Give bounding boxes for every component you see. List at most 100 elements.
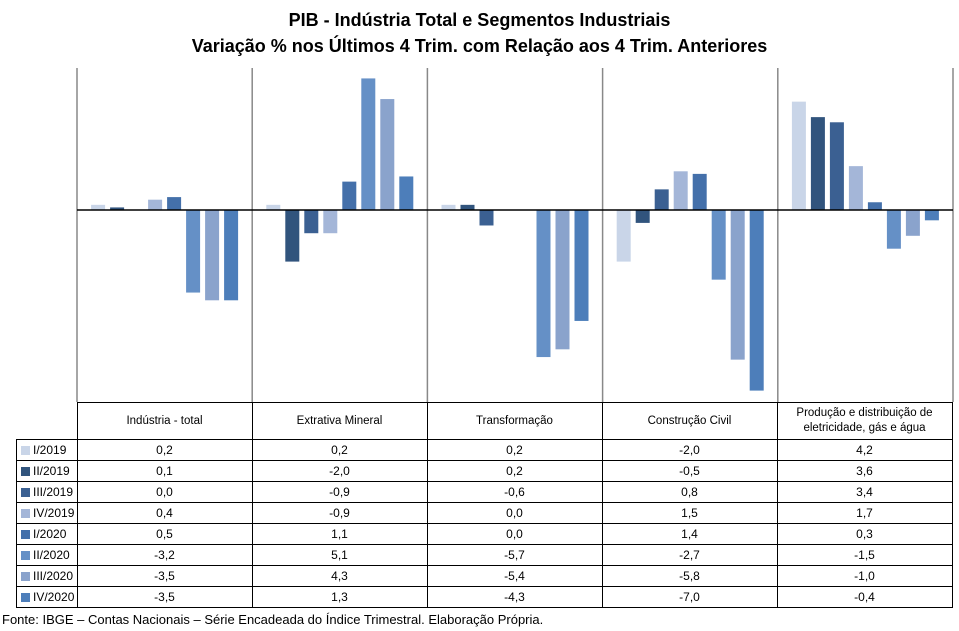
table-cell: -3,5 bbox=[76, 586, 253, 608]
legend-entry: I/2020 bbox=[16, 523, 78, 545]
legend-entry: III/2019 bbox=[16, 481, 78, 503]
bar-i-2019 bbox=[441, 204, 456, 210]
table-row: I/2019 0,2 0,2 0,2 -2,0 4,2 bbox=[16, 439, 953, 461]
table-cell: -0,5 bbox=[601, 460, 778, 482]
table-cell: 4,2 bbox=[776, 439, 953, 461]
table-cell: -5,8 bbox=[601, 565, 778, 587]
legend-swatch-icon bbox=[21, 467, 30, 476]
legend-label: I/2020 bbox=[33, 527, 67, 541]
table-cell: -4,3 bbox=[426, 586, 603, 608]
bar-iii-2019 bbox=[829, 122, 844, 210]
legend-entry: IV/2019 bbox=[16, 502, 78, 524]
bar-iv-2020 bbox=[574, 210, 589, 321]
legend-label: I/2019 bbox=[33, 443, 67, 457]
table-cell: 0,2 bbox=[426, 439, 603, 461]
bar-ii-2020 bbox=[711, 210, 726, 280]
bar-ii-2020 bbox=[886, 210, 901, 249]
bar-iv-2019 bbox=[673, 171, 688, 210]
bar-ii-2019 bbox=[460, 204, 475, 210]
bar-iii-2020 bbox=[905, 210, 920, 236]
bar-ii-2019 bbox=[810, 117, 825, 210]
table-cell: -3,2 bbox=[76, 544, 253, 566]
table-cell: 3,6 bbox=[776, 460, 953, 482]
bar-i-2019 bbox=[616, 210, 631, 262]
bar-ii-2019 bbox=[285, 210, 300, 262]
table-cell: 0,2 bbox=[76, 439, 253, 461]
table-cell: 1,5 bbox=[601, 502, 778, 524]
table-cell: -0,9 bbox=[251, 481, 428, 503]
table-cell: -2,0 bbox=[601, 439, 778, 461]
bar-iv-2020 bbox=[924, 210, 939, 221]
table-cell: 5,1 bbox=[251, 544, 428, 566]
bar-ii-2020 bbox=[536, 210, 551, 358]
bar-ii-2020 bbox=[186, 210, 201, 293]
bar-iv-2020 bbox=[749, 210, 764, 391]
legend-label: IV/2019 bbox=[33, 506, 75, 520]
legend-label: II/2019 bbox=[33, 464, 70, 478]
bar-iii-2020 bbox=[730, 210, 745, 360]
table-cell: 0,2 bbox=[426, 460, 603, 482]
table-header-row: Indústria - total Extrativa Mineral Tran… bbox=[16, 402, 953, 440]
bar-iii-2020 bbox=[555, 210, 570, 350]
legend-swatch-icon bbox=[21, 509, 30, 518]
column-header: Transformação bbox=[426, 402, 603, 440]
chart-subtitle: Variação % nos Últimos 4 Trim. com Relaç… bbox=[191, 36, 768, 56]
bar-i-2020 bbox=[692, 173, 707, 210]
bar-i-2020 bbox=[342, 181, 357, 210]
table-row: II/2019 0,1 -2,0 0,2 -0,5 3,6 bbox=[16, 460, 953, 482]
column-header: Produção e distribuição de eletricidade,… bbox=[776, 402, 953, 440]
table-cell: 0,1 bbox=[76, 460, 253, 482]
bar-ii-2019 bbox=[110, 207, 125, 210]
table-cell: 0,5 bbox=[76, 523, 253, 545]
table-cell: -7,0 bbox=[601, 586, 778, 608]
table-cell: -3,5 bbox=[76, 565, 253, 587]
table-cell: 0,0 bbox=[76, 481, 253, 503]
table-cell: -2,0 bbox=[251, 460, 428, 482]
bar-i-2019 bbox=[791, 101, 806, 210]
table-cell: -1,0 bbox=[776, 565, 953, 587]
table-cell: 1,7 bbox=[776, 502, 953, 524]
table-cell: 0,0 bbox=[426, 502, 603, 524]
bar-iii-2019 bbox=[304, 210, 319, 234]
bar-i-2020 bbox=[167, 197, 182, 210]
bar-ii-2020 bbox=[361, 78, 376, 210]
table-cell: 0,8 bbox=[601, 481, 778, 503]
legend-entry: II/2020 bbox=[16, 544, 78, 566]
table-cell: 0,0 bbox=[426, 523, 603, 545]
table-cell: -0,6 bbox=[426, 481, 603, 503]
bar-iii-2019 bbox=[654, 189, 669, 210]
table-row: III/2020 -3,5 4,3 -5,4 -5,8 -1,0 bbox=[16, 565, 953, 587]
bar-i-2019 bbox=[266, 204, 281, 210]
source-footnote: Fonte: IBGE – Contas Nacionais – Série E… bbox=[2, 612, 544, 627]
table-row: II/2020 -3,2 5,1 -5,7 -2,7 -1,5 bbox=[16, 544, 953, 566]
table-cell: 0,4 bbox=[76, 502, 253, 524]
table-cell: 3,4 bbox=[776, 481, 953, 503]
legend-entry: III/2020 bbox=[16, 565, 78, 587]
legend-swatch-icon bbox=[21, 593, 30, 602]
table-cell: -1,5 bbox=[776, 544, 953, 566]
bar-iv-2019 bbox=[848, 166, 863, 210]
legend-label: III/2019 bbox=[33, 485, 74, 499]
legend-entry: II/2019 bbox=[16, 460, 78, 482]
legend-swatch-icon bbox=[21, 446, 30, 455]
table-cell: -0,4 bbox=[776, 586, 953, 608]
table-cell: 4,3 bbox=[251, 565, 428, 587]
data-table: Indústria - total Extrativa Mineral Tran… bbox=[16, 402, 953, 608]
table-body: I/2019 0,2 0,2 0,2 -2,0 4,2 II/2019 0,1 -2,0 0,2-… bbox=[16, 439, 953, 608]
bar-ii-2019 bbox=[635, 210, 650, 223]
table-cell: 0,2 bbox=[251, 439, 428, 461]
table-cell: -0,9 bbox=[251, 502, 428, 524]
table-cell: 0,3 bbox=[776, 523, 953, 545]
bar-iv-2019 bbox=[323, 210, 338, 234]
legend-entry: I/2019 bbox=[16, 439, 78, 461]
table-cell: -2,7 bbox=[601, 544, 778, 566]
bar-iii-2020 bbox=[380, 99, 395, 210]
bar-iv-2020 bbox=[399, 176, 414, 210]
table-cell: 1,3 bbox=[251, 586, 428, 608]
table-row: IV/2020 -3,5 1,3 -4,3 -7,0 -0,4 bbox=[16, 586, 953, 608]
table-row: IV/2019 0,4 -0,9 0,0 1,5 1,7 bbox=[16, 502, 953, 524]
table-cell: 1,4 bbox=[601, 523, 778, 545]
table-row: I/2020 0,5 1,1 0,0 1,4 0,3 bbox=[16, 523, 953, 545]
legend-swatch-icon bbox=[21, 530, 30, 539]
legend-label: II/2020 bbox=[33, 548, 70, 562]
